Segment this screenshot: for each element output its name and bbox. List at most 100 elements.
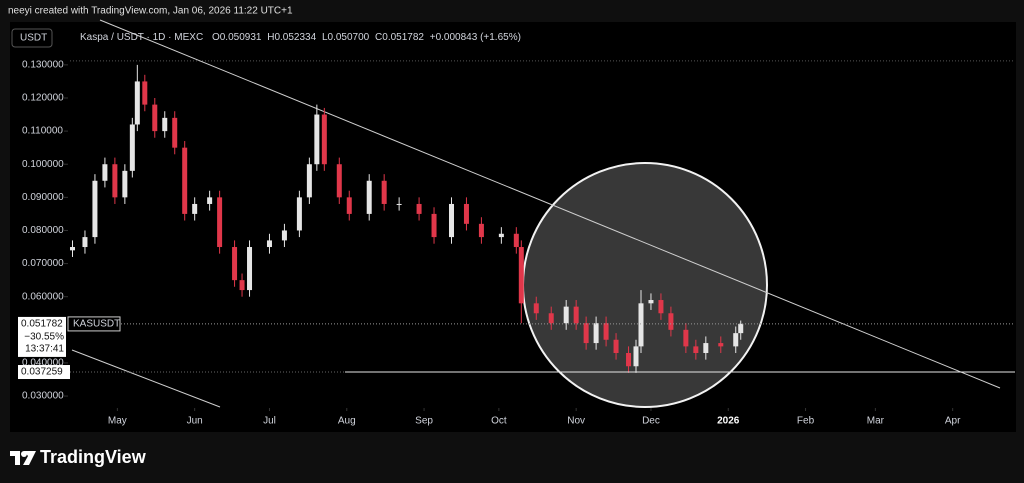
candle-body	[626, 353, 632, 367]
highlight-circle	[522, 162, 768, 408]
x-tick-label: May	[108, 416, 127, 427]
y-tick-label: 0.130000	[22, 60, 64, 71]
candle-body	[638, 303, 644, 347]
y-tick-label: 0.090000	[22, 192, 64, 203]
candle-body	[142, 81, 148, 105]
candle-body	[134, 81, 140, 125]
candle-body	[563, 306, 569, 324]
support-box	[18, 365, 70, 380]
candle-body	[366, 180, 372, 214]
logo-icon	[10, 451, 36, 465]
candle-body	[232, 247, 238, 281]
brand: TradingView	[40, 447, 147, 467]
candle-body	[172, 117, 178, 148]
candle-body	[573, 306, 579, 324]
y-tick-label: 0.100000	[22, 159, 64, 170]
candle-body	[152, 104, 158, 132]
candle-body	[603, 323, 609, 340]
legend-low: L0.050700	[322, 32, 370, 43]
candle-body	[247, 247, 253, 291]
x-tick-label: Jul	[263, 416, 276, 427]
x-tick-label: Dec	[642, 416, 660, 427]
last-price-countdown: 13:37:41	[25, 344, 64, 355]
x-tick-label: 2026	[717, 416, 740, 427]
candle-body	[296, 197, 302, 231]
y-tick-label: 0.060000	[22, 291, 64, 302]
candle-body	[69, 247, 75, 251]
y-tick-label: 0.110000	[22, 126, 63, 137]
candle-body	[162, 117, 168, 132]
candle-body	[693, 346, 699, 354]
candle-body	[207, 197, 213, 204]
candle-body	[718, 343, 724, 347]
candle-body	[416, 203, 422, 214]
y-tick-label: 0.070000	[22, 258, 64, 269]
candle-body	[122, 170, 128, 198]
candle-body	[336, 164, 342, 198]
legend-close: C0.051782	[375, 32, 424, 43]
candle-body	[633, 346, 639, 367]
trend-line	[71, 349, 221, 408]
candle-body	[668, 313, 674, 330]
x-tick-label: Oct	[491, 416, 507, 427]
candle-body	[321, 114, 327, 165]
candle-body	[82, 237, 88, 248]
plot-area	[10, 22, 1016, 432]
candle-body	[733, 333, 739, 347]
trend-line	[99, 19, 1001, 389]
legend-symbol: Kaspa / USDT · 1D · MEXC	[80, 32, 203, 43]
symbol-box	[67, 316, 121, 332]
candle-body	[518, 247, 524, 304]
candle-body	[182, 147, 188, 214]
candle-body	[346, 197, 352, 214]
legend-change: +0.000843 (+1.65%)	[430, 32, 521, 43]
y-tick-label: 0.080000	[22, 225, 64, 236]
y-tick-label: 0.040000	[22, 358, 64, 369]
y-tick-label: 0.030000	[22, 391, 64, 402]
candle-body	[478, 223, 484, 238]
candle-body	[463, 203, 469, 224]
candle-body	[658, 300, 664, 314]
x-tick-label: Jun	[187, 416, 203, 427]
support-label: 0.037259	[21, 367, 63, 378]
candle-body	[648, 300, 654, 304]
y-tick-label: 0.120000	[22, 93, 64, 104]
candle-body	[239, 280, 245, 291]
legend-high: H0.052334	[267, 32, 316, 43]
candle-body	[396, 203, 402, 205]
candle-body	[498, 233, 504, 238]
candle-body	[192, 203, 198, 214]
candle-body	[306, 164, 312, 198]
candle-body	[548, 313, 554, 324]
x-tick-label: Apr	[945, 416, 961, 427]
candle-body	[583, 323, 589, 344]
logo-icon	[21, 451, 27, 457]
candle-body	[281, 230, 287, 241]
candle-body	[129, 124, 135, 171]
legend: Kaspa / USDT · 1D · MEXC O0.050931 H0.05…	[80, 32, 521, 43]
x-tick-label: Aug	[338, 416, 356, 427]
candle-body	[102, 164, 108, 181]
x-tick-label: Feb	[797, 416, 815, 427]
candle-body	[112, 164, 118, 198]
x-tick-label: Nov	[567, 416, 585, 427]
candle-body	[593, 323, 599, 344]
candle-body	[92, 180, 98, 238]
caption: neeyi created with TradingView.com, Jan …	[8, 6, 293, 17]
currency: USDT	[20, 33, 47, 44]
candle-body	[381, 180, 387, 204]
candle-body	[217, 197, 223, 248]
logo	[10, 451, 36, 465]
candle-body	[314, 114, 320, 165]
last-price-change: −30.55%	[24, 332, 64, 343]
candle-body	[448, 203, 454, 238]
candle-body	[431, 213, 437, 238]
candle-body	[613, 339, 619, 354]
symbol-label: KASUSDT	[73, 319, 120, 330]
last-price-box	[18, 316, 66, 357]
candle-body	[533, 303, 539, 314]
x-tick-label: Mar	[867, 416, 885, 427]
currency-box[interactable]	[11, 28, 53, 48]
legend-open: O0.050931	[212, 32, 262, 43]
